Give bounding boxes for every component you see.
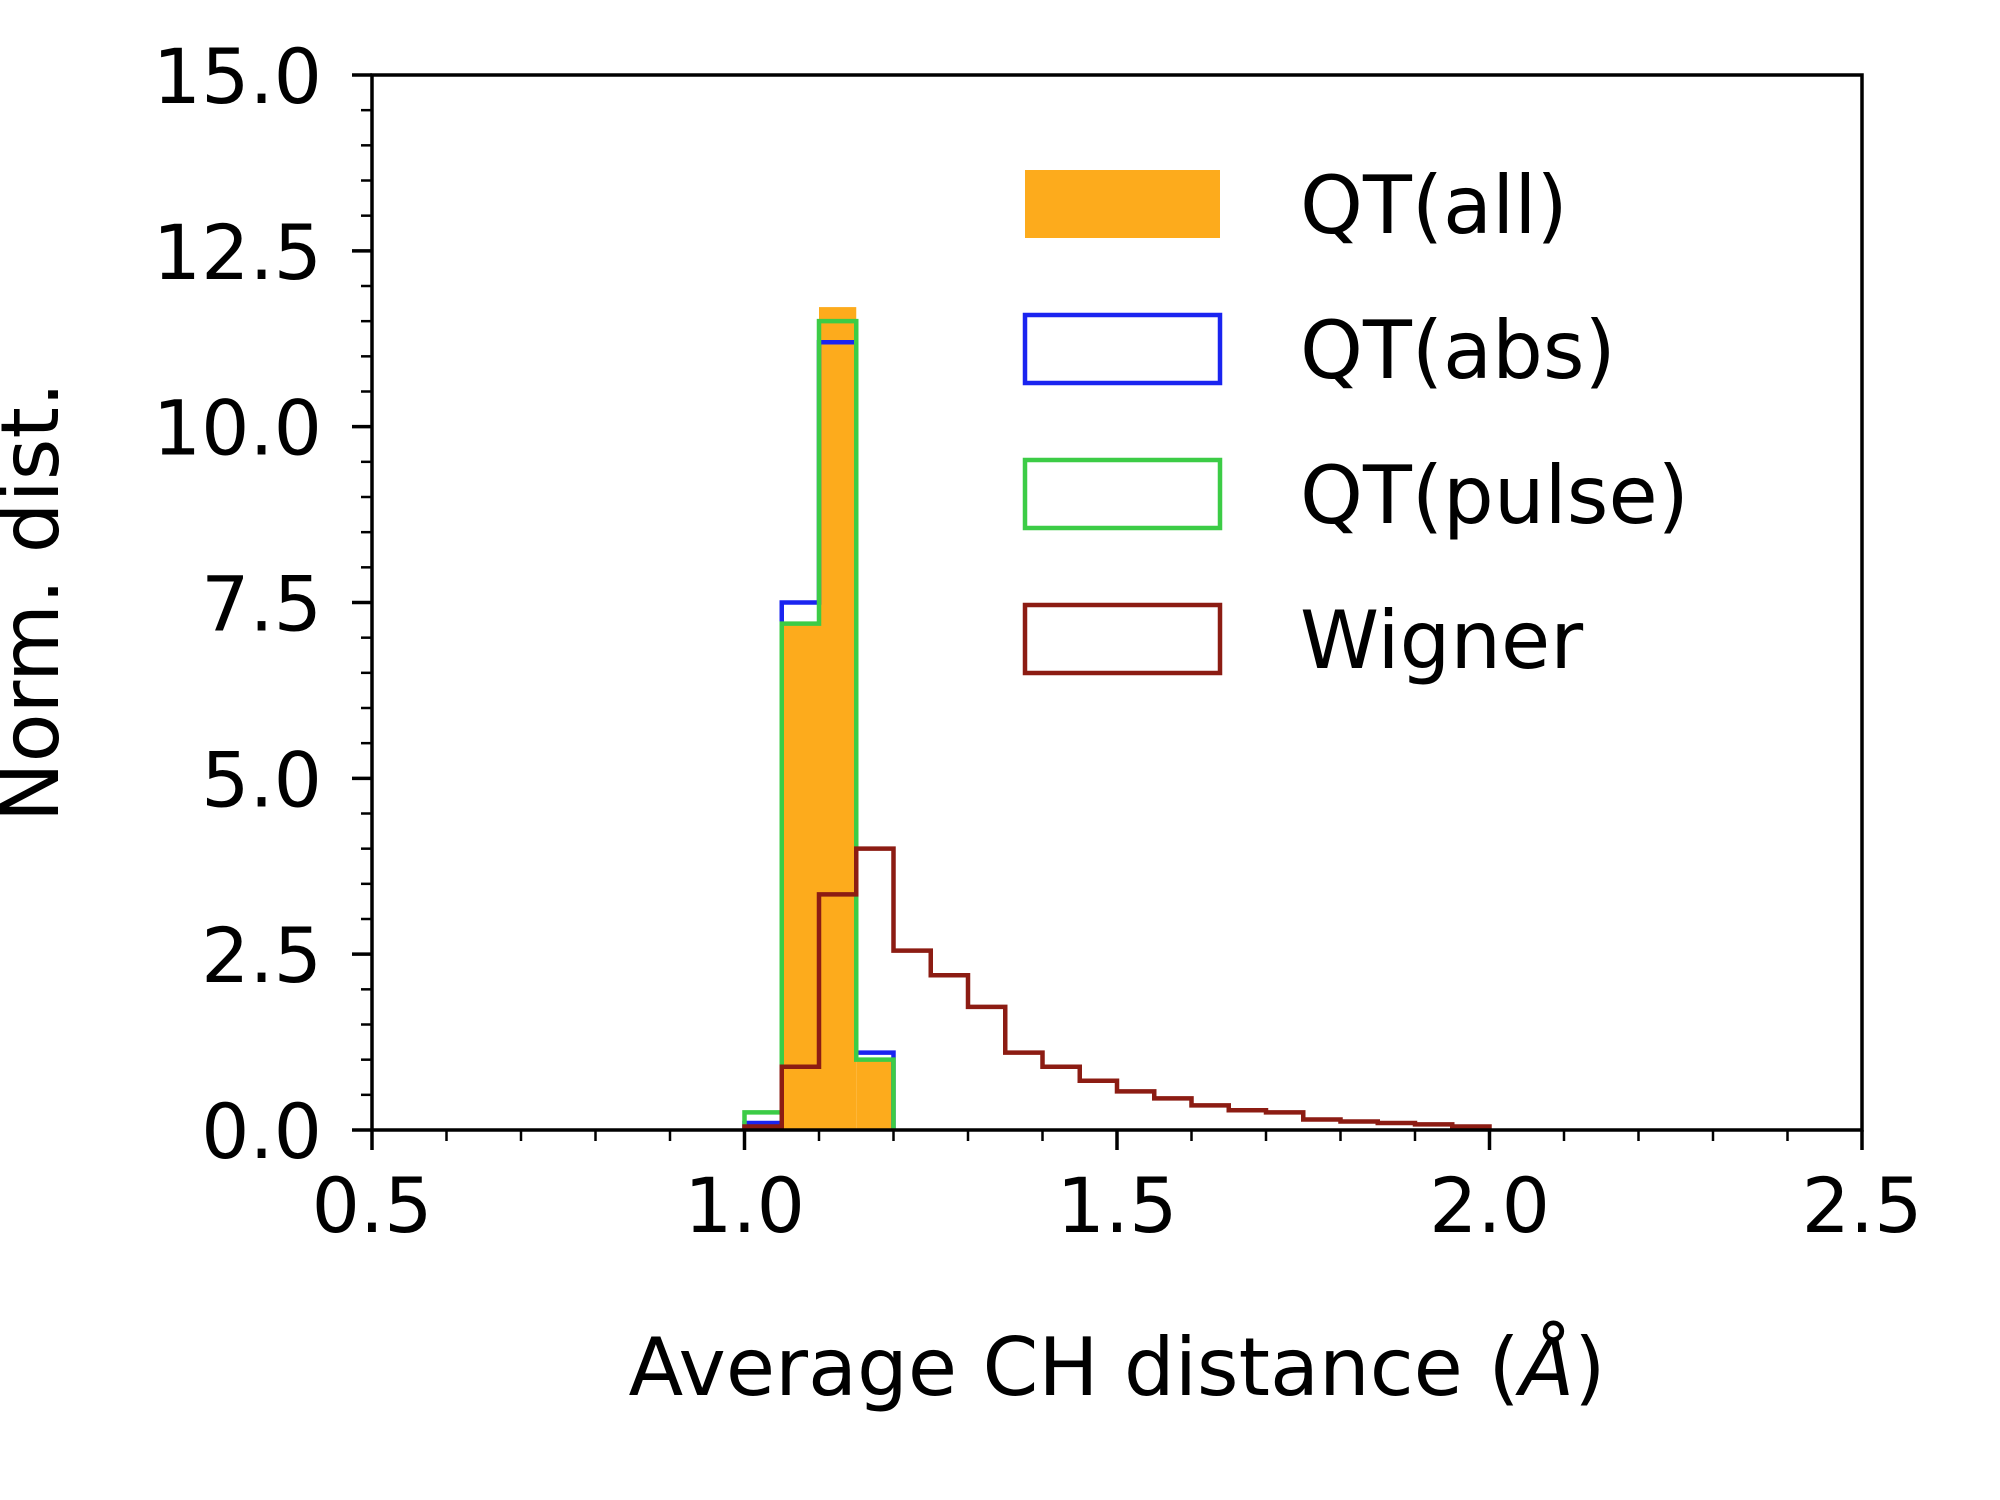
series-wigner: [742, 846, 1492, 1130]
y-tick-label: 2.5: [201, 911, 322, 1000]
legend-item: QT(abs): [1022, 304, 1616, 397]
legend-item: QT(all): [1025, 159, 1568, 252]
legend-label: QT(all): [1300, 159, 1568, 252]
legend-swatch: [1022, 457, 1223, 531]
legend: QT(all) QT(abs) QT(pulse) Wigner: [1022, 159, 1689, 687]
y-tick-label: 5.0: [201, 735, 322, 824]
legend-label: Wigner: [1300, 594, 1583, 687]
bar: [856, 1059, 894, 1130]
y-tick-label: 0.0: [201, 1087, 322, 1176]
bar: [781, 623, 819, 1130]
y-tick-label: 10.0: [153, 384, 322, 473]
x-tick-label: 0.5: [312, 1161, 433, 1250]
y-tick-label: 15.0: [153, 32, 322, 121]
x-axis-label: Average CH distance (Å): [629, 1320, 1606, 1414]
legend-item: QT(pulse): [1022, 449, 1689, 542]
y-axis-label: Norm. dist.: [0, 382, 77, 823]
legend-swatch: [1022, 312, 1223, 386]
series-qt-all: [744, 307, 894, 1131]
y-tick-label: 7.5: [201, 560, 322, 649]
legend-label: QT(abs): [1300, 304, 1616, 397]
x-tick-label: 1.0: [684, 1161, 805, 1250]
bar: [819, 307, 857, 1131]
series-qt-pulse: [742, 318, 896, 1130]
legend-label: QT(pulse): [1300, 449, 1689, 542]
legend-item: Wigner: [1022, 594, 1583, 687]
legend-swatch: [1022, 602, 1223, 676]
x-tick-label: 2.0: [1429, 1161, 1550, 1250]
x-tick-label: 2.5: [1802, 1161, 1923, 1250]
step-line: [742, 318, 896, 1130]
x-tick-label: 1.5: [1057, 1161, 1178, 1250]
legend-swatch: [1025, 170, 1220, 238]
ticks-layer: 0.5 1.0 1.5 2.0 2.5 0.0 2.5 5.0 7.5 10.0 12.5 15.0: [153, 32, 1923, 1250]
series-layer: [742, 307, 1492, 1131]
step-line: [742, 846, 1492, 1130]
y-tick-label: 12.5: [153, 208, 322, 297]
